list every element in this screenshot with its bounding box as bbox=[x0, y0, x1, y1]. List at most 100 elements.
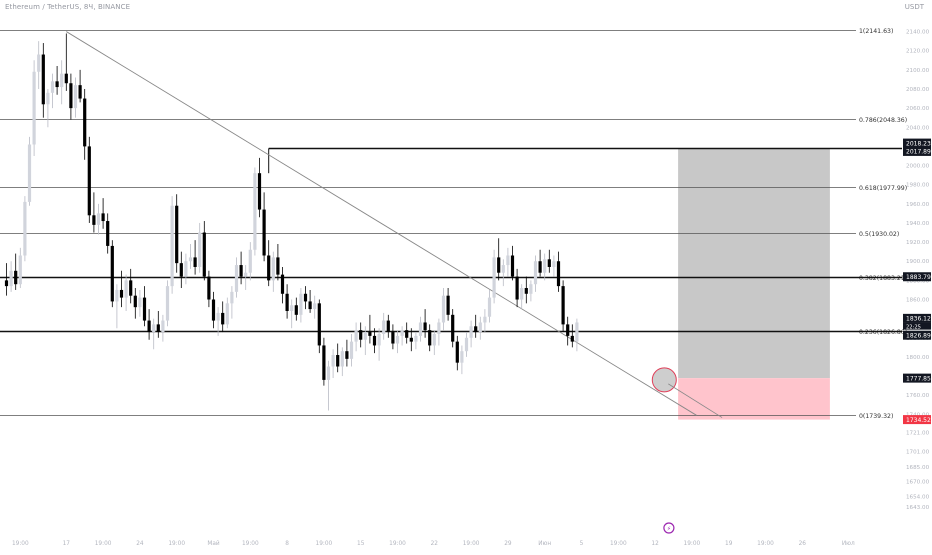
candle-body bbox=[570, 335, 574, 342]
price-label: 1734.52 bbox=[906, 417, 931, 424]
position-connector bbox=[668, 383, 723, 418]
y-tick-label: 1920.00 bbox=[906, 240, 930, 246]
y-tick-label: 2000.00 bbox=[906, 164, 930, 170]
candle-body bbox=[432, 333, 436, 346]
candle-body bbox=[354, 330, 358, 342]
candle-body bbox=[464, 337, 469, 352]
candle-body bbox=[207, 276, 211, 300]
candle-body bbox=[152, 324, 156, 333]
candle-body bbox=[253, 173, 257, 250]
candle-body bbox=[64, 73, 68, 84]
y-tick-label: 1800.00 bbox=[906, 355, 930, 361]
candle-body bbox=[184, 261, 188, 277]
candle-body bbox=[460, 351, 464, 363]
y-tick-label: 1900.00 bbox=[906, 259, 930, 265]
candle-body bbox=[322, 345, 326, 380]
x-tick-label: 8 bbox=[285, 541, 289, 547]
candle-body bbox=[455, 341, 459, 363]
candle-body bbox=[170, 205, 174, 287]
fib-label-0.236: 0.236(1826.86) bbox=[859, 329, 907, 336]
price-label-bg bbox=[903, 322, 931, 330]
candle-body bbox=[129, 280, 133, 296]
candle-body bbox=[395, 335, 400, 344]
candle-body bbox=[234, 265, 239, 292]
candle-body bbox=[547, 259, 551, 267]
price-label: 1777.85 bbox=[906, 375, 931, 382]
candle-body bbox=[414, 335, 418, 342]
chart-title: Ethereum / TetherUS, 8Ч, BINANCE bbox=[5, 3, 131, 11]
candle-body bbox=[50, 81, 55, 93]
y-tick-label: 1960.00 bbox=[906, 202, 930, 208]
candle-body bbox=[83, 98, 87, 147]
candle-body bbox=[428, 330, 432, 346]
candle-body bbox=[294, 305, 298, 315]
candle-body bbox=[418, 322, 423, 336]
fib-label-0.382: 0.382(1883.21) bbox=[859, 275, 907, 282]
price-label: 1883.79 bbox=[906, 274, 931, 281]
price-label-bg bbox=[903, 330, 931, 340]
candle-body bbox=[60, 73, 64, 88]
candle-body bbox=[96, 213, 101, 225]
y-tick-label: 1760.00 bbox=[906, 393, 930, 399]
price-label: 2017.89 bbox=[906, 149, 931, 156]
candle-body bbox=[377, 333, 381, 346]
candle-body bbox=[437, 322, 441, 334]
candle-body bbox=[349, 341, 354, 359]
candle-body bbox=[37, 54, 41, 72]
y-tick-label: 2140.00 bbox=[906, 30, 930, 36]
candle-body bbox=[336, 355, 340, 367]
candle-body bbox=[244, 272, 248, 277]
y-tick-label: 1685.00 bbox=[906, 465, 930, 471]
candle-body bbox=[520, 288, 524, 300]
event-icon bbox=[663, 522, 675, 534]
y-tick-label: 1980.00 bbox=[906, 183, 930, 189]
x-tick-label: 26 bbox=[799, 541, 807, 547]
candle-body bbox=[101, 213, 105, 222]
x-tick-label: 19:00 bbox=[463, 541, 480, 547]
candle-body bbox=[156, 324, 160, 333]
candle-body bbox=[239, 265, 243, 277]
candle-body bbox=[391, 332, 395, 344]
candle-body bbox=[497, 257, 501, 273]
price-label: 1826.89 bbox=[906, 332, 931, 339]
stop-zone bbox=[678, 378, 830, 420]
candle-body bbox=[216, 312, 220, 321]
fib-label-0.786: 0.786(2048.36) bbox=[859, 117, 907, 124]
candle-body bbox=[492, 257, 496, 298]
candle-body bbox=[313, 303, 317, 310]
candle-body bbox=[4, 280, 9, 287]
candle-body bbox=[73, 85, 78, 109]
candle-body bbox=[524, 288, 528, 294]
x-tick-label: 19:00 bbox=[242, 541, 259, 547]
x-tick-label: 19:00 bbox=[684, 541, 701, 547]
candle-body bbox=[552, 261, 556, 267]
candle-body bbox=[202, 232, 206, 277]
x-tick-label: Июн bbox=[538, 541, 551, 547]
x-tick-label: 19 bbox=[725, 541, 733, 547]
candle-body bbox=[133, 295, 137, 308]
candle-body bbox=[92, 215, 96, 225]
y-tick-label: 1701.00 bbox=[906, 450, 930, 456]
candle-body bbox=[317, 303, 321, 346]
candle-body bbox=[248, 249, 252, 273]
candle-body bbox=[230, 291, 234, 304]
candle-body bbox=[23, 201, 27, 256]
candle-body bbox=[359, 330, 363, 340]
candle-body bbox=[331, 355, 335, 367]
candle-body bbox=[78, 85, 82, 99]
candle-body bbox=[18, 255, 22, 285]
candle-body bbox=[529, 284, 533, 294]
candle-body bbox=[175, 205, 179, 264]
y-tick-label: 1654.00 bbox=[906, 495, 930, 501]
y-tick-label: 1880.00 bbox=[906, 278, 930, 284]
x-tick-label: 22 bbox=[431, 541, 439, 547]
candle-body bbox=[538, 261, 542, 273]
candle-body bbox=[110, 245, 114, 302]
candle-body bbox=[280, 274, 285, 294]
candle-body bbox=[543, 259, 547, 273]
candle-body bbox=[221, 312, 225, 325]
target-zone bbox=[678, 148, 830, 379]
x-tick-label: 24 bbox=[136, 541, 144, 547]
